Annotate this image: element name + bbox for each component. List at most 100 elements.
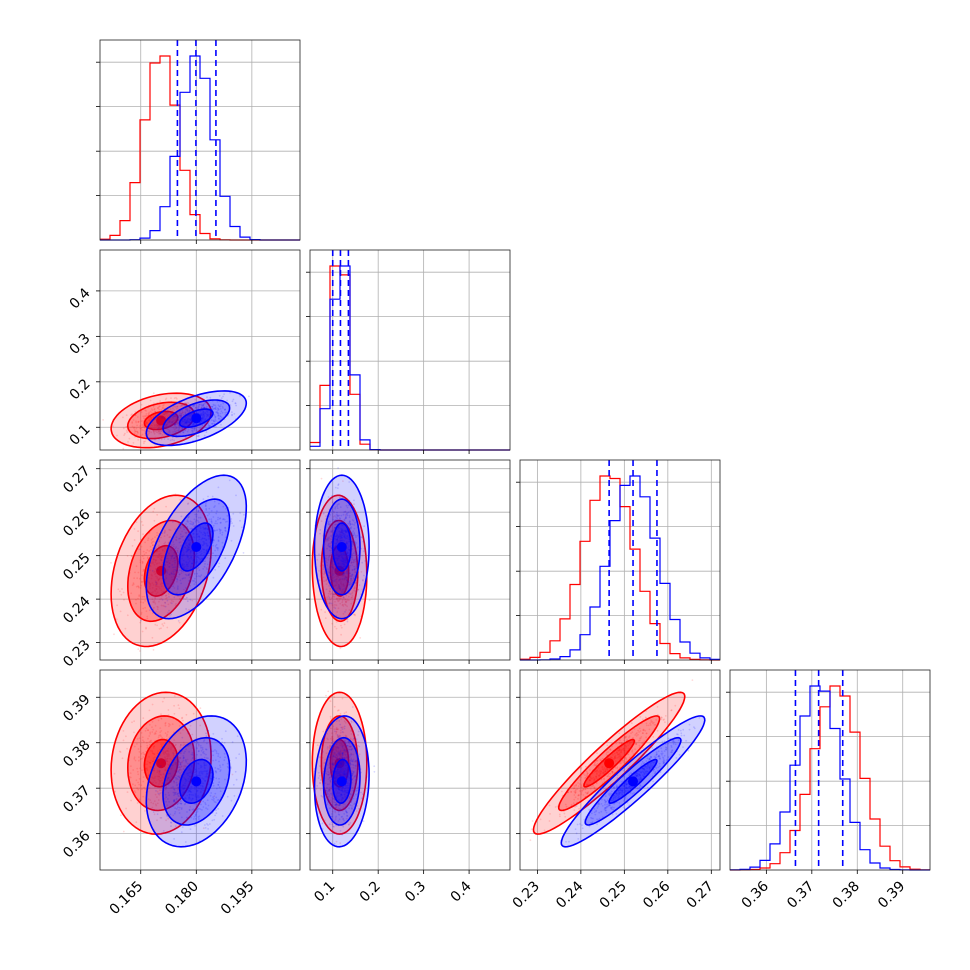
scatter-point [214,407,216,409]
scatter-point [172,566,174,569]
scatter-point [193,525,195,528]
scatter-point [219,418,222,421]
scatter-point [127,441,129,443]
scatter-point [212,516,215,518]
scatter-point [186,520,188,523]
scatter-point [373,765,376,768]
scatter-point [199,707,202,710]
scatter-point [189,575,192,578]
peak-marker-1 [191,542,202,552]
scatter-point [159,432,162,435]
scatter-point [172,415,175,418]
scatter-point [176,421,179,424]
scatter-point [166,572,169,574]
hist-series-1 [520,475,720,661]
scatter-point [190,521,193,523]
scatter-point [139,577,141,580]
scatter-point [141,562,144,565]
scatter-point [158,627,161,630]
scatter-point [158,432,160,435]
scatter-point [175,396,177,399]
scatter-point [167,603,170,606]
scatter-point [172,545,175,548]
scatter-point [217,412,220,414]
scatter-point [243,513,245,516]
scatter-point [180,414,183,416]
scatter-point [187,402,190,405]
scatter-point [177,571,179,574]
scatter-point [196,435,199,438]
scatter-point [346,620,349,623]
scatter-point [151,412,153,414]
scatter-point [216,547,219,549]
scatter-point [231,411,233,414]
scatter-point [182,413,185,416]
y-tick-label: 0.3 [67,331,94,358]
scatter-point [180,535,182,538]
scatter-point [176,592,179,595]
scatter-point [179,498,182,501]
scatter-point [143,417,145,419]
scatter-point [217,413,220,416]
scatter-point [141,429,143,431]
scatter-point [165,425,168,428]
scatter-point [207,424,210,427]
scatter-point [154,410,156,413]
scatter-point [214,408,217,410]
scatter-point [131,555,133,558]
scatter-point [188,608,190,611]
scatter-point [137,648,140,650]
scatter-point [337,467,339,469]
scatter-point [147,539,149,541]
scatter-point [160,416,163,419]
scatter-point [218,414,220,417]
scatter-point [182,588,185,591]
scatter-point [151,598,154,601]
scatter-point [157,430,160,433]
scatter-point [142,550,145,553]
scatter-point [205,504,207,507]
scatter-point [219,405,222,408]
scatter-point [159,598,161,601]
scatter-point [140,611,143,614]
scatter-point [181,530,183,533]
scatter-point [160,427,163,430]
scatter-point [158,438,160,440]
scatter-point [157,606,159,609]
scatter-point [211,495,214,498]
scatter-point [126,614,129,617]
scatter-point [189,598,192,601]
scatter-point [230,520,233,523]
y-tick-label: 0.26 [60,506,93,539]
scatter-point [222,407,224,409]
scatter-point [176,405,179,408]
scatter-point [185,408,187,410]
scatter-point [160,627,162,630]
scatter-point [220,410,223,413]
scatter-point [135,598,137,601]
scatter-point [135,420,137,423]
scatter-point [137,585,140,588]
scatter-point [177,418,179,421]
scatter-point [146,615,149,618]
scatter-point [153,408,156,411]
scatter-point [150,408,153,410]
scatter-point [174,433,177,436]
scatter-point [132,582,135,584]
scatter-point [167,431,170,433]
scatter-point [151,544,154,547]
y-tick-label: 0.1 [67,422,94,449]
scatter-point [178,541,181,544]
scatter-point [359,637,362,639]
scatter-point [176,550,179,552]
scatter-point [137,530,139,533]
scatter-point [214,415,217,418]
scatter-point [198,404,201,406]
scatter-point [149,410,152,413]
scatter-point [217,415,219,417]
scatter-point [195,513,198,516]
scatter-point [175,538,177,541]
scatter-point [187,573,190,576]
peak-marker-1 [191,413,202,424]
scatter-point [193,525,196,527]
